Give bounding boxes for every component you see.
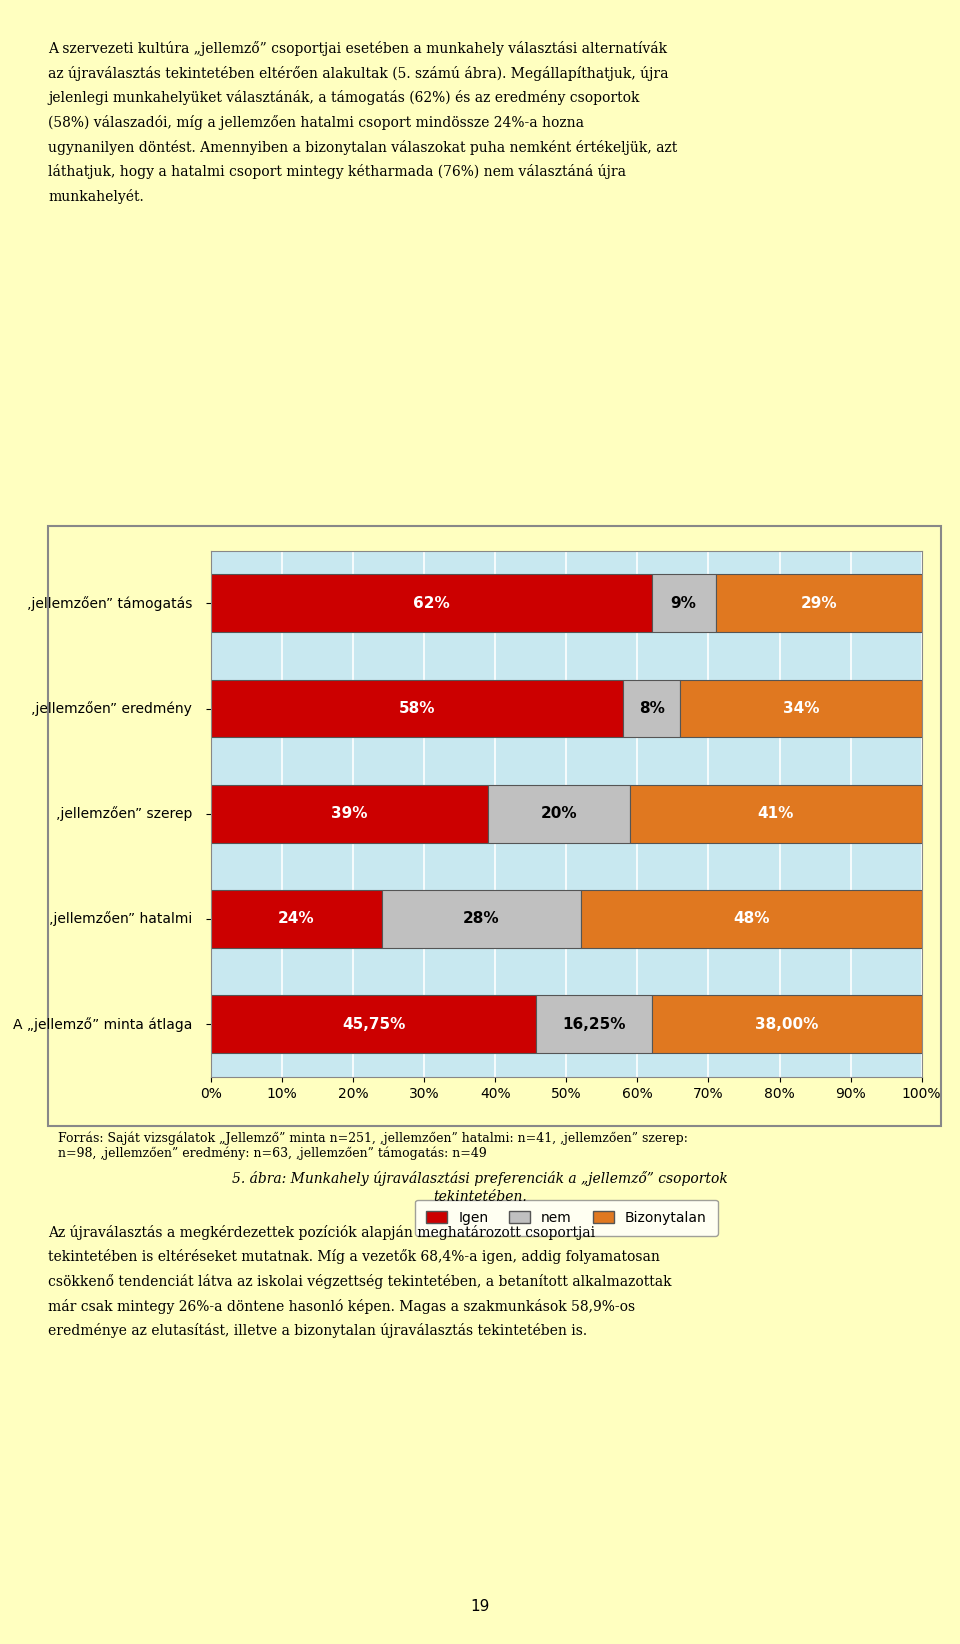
Bar [652,995,922,1054]
Bar [211,574,652,633]
Text: 45,75%: 45,75% [342,1016,405,1032]
Text: 48%: 48% [732,911,769,927]
Bar [382,889,581,949]
Text: ‚jellemzően” hatalmi: ‚jellemzően” hatalmi [49,911,192,927]
Text: Az újraválasztás a megkérdezettek pozíciók alapján meghatározott csoportjai
teki: Az újraválasztás a megkérdezettek pozíci… [48,1225,672,1338]
Text: ‚jellemzően” szerep: ‚jellemzően” szerep [56,806,192,822]
Bar [581,889,922,949]
Text: Forrás: Saját vizsgálatok „Jellemző” minta n=251, ‚jellemzően” hatalmi: n=41, ‚j: Forrás: Saját vizsgálatok „Jellemző” min… [58,1131,687,1161]
Text: 39%: 39% [331,806,368,822]
Text: 19: 19 [470,1600,490,1614]
Bar [211,889,382,949]
Bar [537,995,652,1054]
Bar [652,574,715,633]
Bar [211,784,489,843]
Text: 41%: 41% [757,806,794,822]
Bar [623,679,680,738]
Bar [489,784,631,843]
Text: 29%: 29% [801,595,837,612]
Text: tekintetében.: tekintetében. [433,1190,527,1205]
Text: 5. ábra: Munkahely újraválasztási preferenciák a „jellemző” csoportok: 5. ábra: Munkahely újraválasztási prefer… [232,1171,728,1185]
Text: ‚jellemzően” eredmény: ‚jellemzően” eredmény [31,700,192,717]
Text: 28%: 28% [463,911,499,927]
Bar [211,679,623,738]
Text: 34%: 34% [782,700,819,717]
Legend: Igen, nem, Bizonytalan: Igen, nem, Bizonytalan [416,1200,717,1236]
Bar [211,995,537,1054]
Bar [631,784,922,843]
Text: ‚jellemzően” támogatás: ‚jellemzően” támogatás [27,595,192,612]
Text: 8%: 8% [638,700,664,717]
Text: 20%: 20% [541,806,578,822]
Text: 16,25%: 16,25% [563,1016,626,1032]
Text: 58%: 58% [399,700,436,717]
Bar [715,574,922,633]
Text: A „jellemző” minta átlaga: A „jellemző” minta átlaga [12,1016,192,1032]
Text: 62%: 62% [413,595,450,612]
Text: 24%: 24% [278,911,315,927]
Bar [680,679,922,738]
Text: 9%: 9% [671,595,697,612]
Text: A szervezeti kultúra „jellemző” csoportjai esetében a munkahely választási alter: A szervezeti kultúra „jellemző” csoportj… [48,41,677,204]
Text: 38,00%: 38,00% [755,1016,818,1032]
